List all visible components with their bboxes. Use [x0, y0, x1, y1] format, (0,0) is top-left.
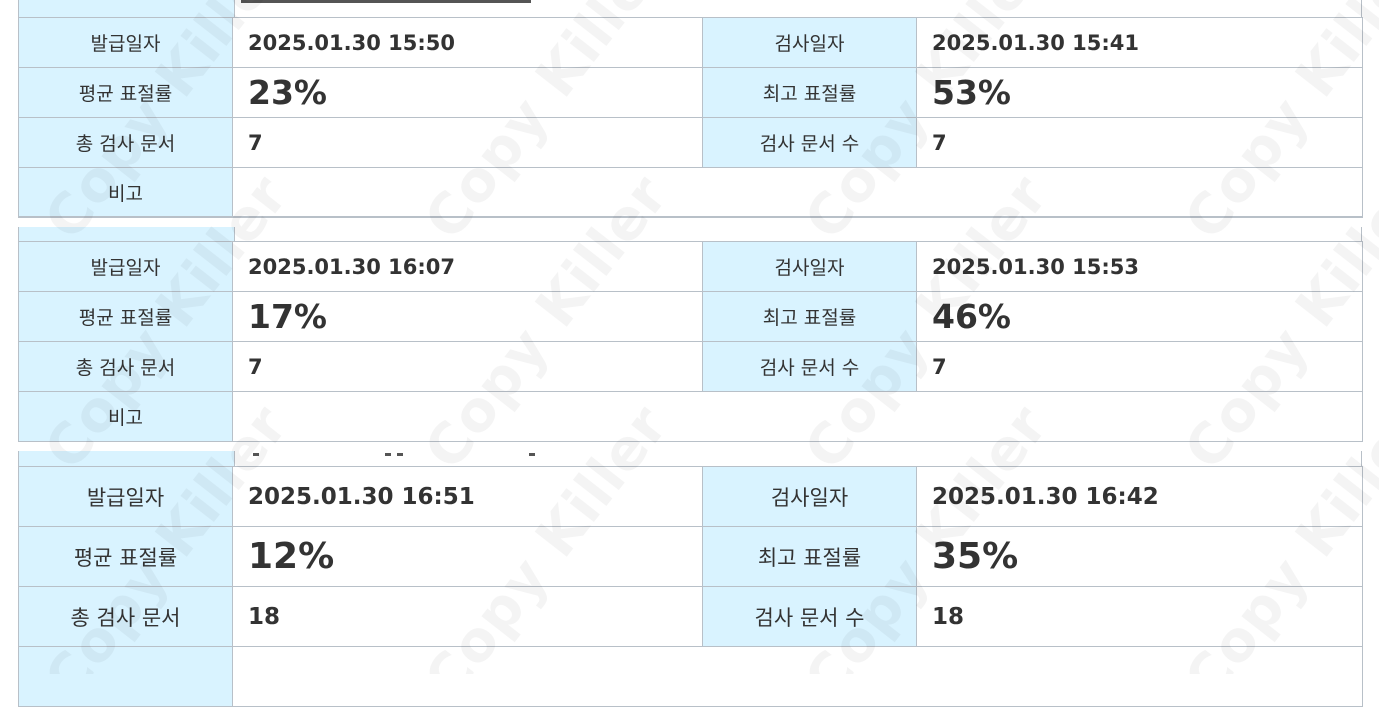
- check-date-value: 2025.01.30 16:42: [916, 466, 1363, 527]
- cropped-text-fragment: [529, 453, 535, 456]
- count-docs-label: 검사 문서 수: [702, 341, 917, 392]
- cropped-value-strip: [234, 451, 1362, 466]
- table-row: 발급일자 2025.01.30 16:07 검사일자 2025.01.30 15…: [18, 241, 1363, 292]
- cropped-label-strip: [18, 451, 234, 466]
- count-docs-label: 검사 문서 수: [702, 586, 917, 647]
- note-value: [232, 167, 1363, 218]
- check-date-value: 2025.01.30 15:41: [916, 17, 1363, 68]
- check-date-label: 검사일자: [702, 17, 917, 68]
- table-row: 비고: [18, 391, 1363, 442]
- avg-rate-label: 평균 표절률: [18, 67, 233, 118]
- note-label: 비고: [18, 391, 233, 442]
- max-rate-value: 35%: [916, 526, 1363, 587]
- table-row: 총 검사 문서 18 검사 문서 수 18: [18, 586, 1363, 647]
- avg-rate-label: 평균 표절률: [18, 526, 233, 587]
- cropped-text-fragment: [253, 453, 259, 456]
- table-bottom-border: [18, 216, 1362, 217]
- avg-rate-label: 평균 표절률: [18, 291, 233, 342]
- table-row: 평균 표절률 23% 최고 표절률 53%: [18, 67, 1363, 118]
- note-value: [232, 646, 1363, 707]
- max-rate-label: 최고 표절률: [702, 291, 917, 342]
- max-rate-label: 최고 표절률: [702, 67, 917, 118]
- max-rate-value: 53%: [916, 67, 1363, 118]
- check-date-label: 검사일자: [702, 241, 917, 292]
- note-value: [232, 391, 1363, 442]
- total-docs-value: 7: [232, 117, 703, 168]
- avg-rate-value: 17%: [232, 291, 703, 342]
- issue-date-value: 2025.01.30 16:51: [232, 466, 703, 527]
- count-docs-label: 검사 문서 수: [702, 117, 917, 168]
- check-date-label: 검사일자: [702, 466, 917, 527]
- report-table-3: 발급일자 2025.01.30 16:51 검사일자 2025.01.30 16…: [18, 466, 1363, 707]
- count-docs-value: 18: [916, 586, 1363, 647]
- issue-date-value: 2025.01.30 16:07: [232, 241, 703, 292]
- avg-rate-value: 12%: [232, 526, 703, 587]
- total-docs-label: 총 검사 문서: [18, 341, 233, 392]
- total-docs-label: 총 검사 문서: [18, 586, 233, 647]
- total-docs-value: 7: [232, 341, 703, 392]
- cropped-text-fragment: [241, 0, 531, 3]
- table-row: 비고: [18, 167, 1363, 218]
- count-docs-value: 7: [916, 341, 1363, 392]
- table-row: [18, 646, 1363, 707]
- cropped-text-fragment: [385, 453, 391, 456]
- count-docs-value: 7: [916, 117, 1363, 168]
- issue-date-label: 발급일자: [18, 466, 233, 527]
- report-table-1: 발급일자 2025.01.30 15:50 검사일자 2025.01.30 15…: [18, 17, 1363, 218]
- note-label: [18, 646, 233, 707]
- issue-date-label: 발급일자: [18, 17, 233, 68]
- table-row: 발급일자 2025.01.30 15:50 검사일자 2025.01.30 15…: [18, 17, 1363, 68]
- table-row: 총 검사 문서 7 검사 문서 수 7: [18, 341, 1363, 392]
- check-date-value: 2025.01.30 15:53: [916, 241, 1363, 292]
- total-docs-label: 총 검사 문서: [18, 117, 233, 168]
- max-rate-label: 최고 표절률: [702, 526, 917, 587]
- table-bottom-border: [18, 441, 1362, 442]
- report-table-2: 발급일자 2025.01.30 16:07 검사일자 2025.01.30 15…: [18, 241, 1363, 442]
- table-row: 평균 표절률 12% 최고 표절률 35%: [18, 526, 1363, 587]
- issue-date-value: 2025.01.30 15:50: [232, 17, 703, 68]
- max-rate-value: 46%: [916, 291, 1363, 342]
- table-row: 총 검사 문서 7 검사 문서 수 7: [18, 117, 1363, 168]
- table-row: 평균 표절률 17% 최고 표절률 46%: [18, 291, 1363, 342]
- avg-rate-value: 23%: [232, 67, 703, 118]
- cropped-label-strip: [18, 227, 234, 241]
- cropped-text-fragment: [397, 453, 403, 456]
- cropped-value-strip: [234, 0, 1362, 17]
- total-docs-value: 18: [232, 586, 703, 647]
- cropped-label-strip: [18, 0, 234, 17]
- issue-date-label: 발급일자: [18, 241, 233, 292]
- note-label: 비고: [18, 167, 233, 218]
- cropped-value-strip: [234, 227, 1362, 241]
- table-row: 발급일자 2025.01.30 16:51 검사일자 2025.01.30 16…: [18, 466, 1363, 527]
